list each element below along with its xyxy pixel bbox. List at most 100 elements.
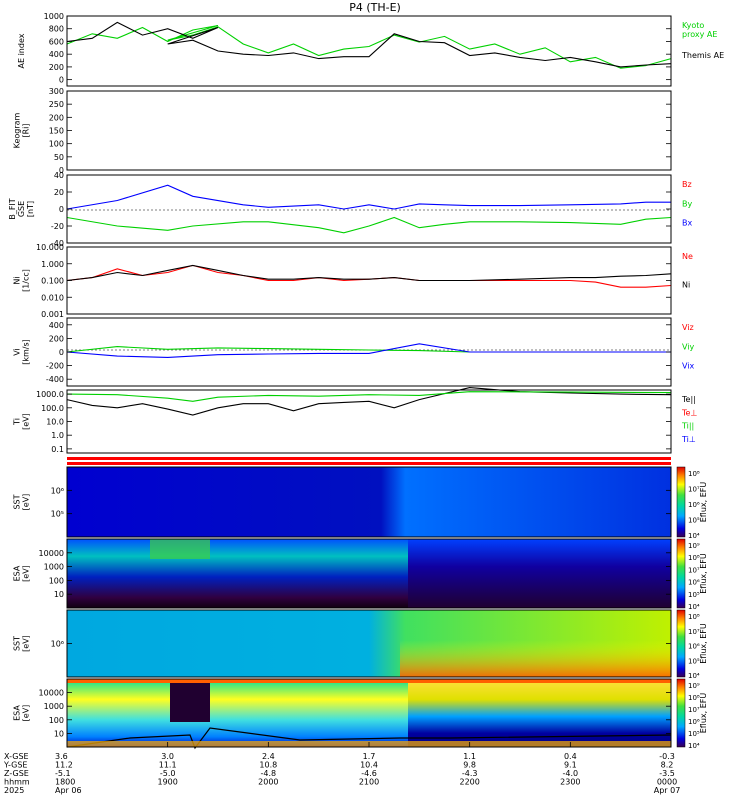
colorbar-tick-sst-e-0: 10⁸ xyxy=(688,470,700,478)
ytick-label-keo-3: 150 xyxy=(49,127,64,136)
ylabel-bfield-0: B_FIT xyxy=(8,198,17,219)
plot-title: P4 (TH-E) xyxy=(349,1,401,14)
colorbar-label-sst-e: Eflux, EFU xyxy=(699,482,708,523)
ylabel-sst-e-0: SST xyxy=(13,494,22,509)
time-tick-label-4-0: 1.1 xyxy=(463,752,476,761)
ytick-label-temperature-0: 1000.0 xyxy=(36,390,64,399)
sst-e-spectrogram xyxy=(67,467,671,537)
ytick-label-esa-i-0: 10000 xyxy=(39,689,64,698)
ytick-label-esa-e-3: 10 xyxy=(54,590,64,599)
colorbar-tick-sst-i-4: 10⁴ xyxy=(688,672,700,680)
series-line-temperature-2 xyxy=(66,391,672,402)
ytick-label-velocity-0: 400 xyxy=(49,321,64,330)
ylabel-keo-1: [Ri] xyxy=(22,123,31,137)
panel-frame-sst-e xyxy=(66,466,672,538)
colorbar-tick-sst-e-3: 10⁵ xyxy=(688,517,700,525)
ytick-label-ae-1: 800 xyxy=(49,25,64,34)
ytick-label-esa-i-1: 1000 xyxy=(44,702,64,711)
time-tick-label-3-0: 1.7 xyxy=(363,752,376,761)
ytick-label-keo-0: 300 xyxy=(49,87,64,96)
time-axis-row-label-1: Y-GSE xyxy=(3,761,27,770)
esa-e-spectrogram-early xyxy=(67,539,408,608)
colorbar-sst-e xyxy=(676,466,686,538)
time-tick-label-0-4: Apr 06 xyxy=(55,786,82,795)
colorbar-label-esa-e: Eflux, EFU xyxy=(699,553,708,594)
time-tick-label-6-3: 0000 xyxy=(657,778,677,787)
time-tick-label-3-3: 2100 xyxy=(359,778,379,787)
time-tick-label-0-1: 11.2 xyxy=(55,761,73,770)
esa-e-burst xyxy=(150,539,210,559)
time-tick-label-5-2: -4.0 xyxy=(563,769,579,778)
series-line-temperature-0 xyxy=(66,387,672,416)
ytick-label-bfield-4: -40 xyxy=(51,239,64,248)
time-tick-label-2-2: -4.8 xyxy=(261,769,277,778)
colorbar-tick-esa-e-0: 10⁹ xyxy=(688,542,700,550)
ytick-label-density-1: 1.000 xyxy=(41,260,64,269)
time-tick-label-2-1: 10.8 xyxy=(259,761,277,770)
ytick-label-esa-e-0: 10000 xyxy=(39,549,64,558)
ylabel-esa-i-0: ESA xyxy=(13,705,22,721)
colorbar-tick-esa-e-2: 10⁷ xyxy=(688,566,700,574)
esa-i-dark-region xyxy=(170,682,210,722)
time-tick-label-4-3: 2200 xyxy=(459,778,479,787)
legend-label-bfield-0: Bz xyxy=(682,180,692,189)
time-tick-label-4-2: -4.3 xyxy=(462,769,478,778)
ytick-label-temperature-2: 10.0 xyxy=(46,418,64,427)
colorbar-tick-esa-e-1: 10⁸ xyxy=(688,554,700,562)
ytick-label-density-2: 0.100 xyxy=(41,277,64,286)
panel-temperature: Te|| Te⊥ Ti|| Ti⊥ 1000.0 100.0 10.0 1.0 0.1 Ti [eV… xyxy=(13,387,697,454)
ytick-label-velocity-1: 200 xyxy=(49,334,64,343)
legend-label-temperature-3: Ti⊥ xyxy=(681,435,696,444)
panel-frame-esa-e xyxy=(66,538,672,609)
ytick-label-ae-4: 200 xyxy=(49,63,64,72)
ytick-label-temperature-4: 0.1 xyxy=(51,445,64,454)
series-line-ae-1 xyxy=(66,21,672,68)
ylabel-keo-0: Keogram xyxy=(13,112,22,148)
ylabel-velocity-0: Vi xyxy=(13,348,22,356)
time-tick-label-0-2: -5.1 xyxy=(55,769,71,778)
colorbar-tick-sst-e-2: 10⁶ xyxy=(688,501,700,509)
series-line-bfield-1 xyxy=(66,216,672,234)
series-line-density-0 xyxy=(66,264,672,288)
legend-label-2-ae-0: proxy AE xyxy=(682,30,717,39)
series-line-density-1 xyxy=(66,264,672,282)
series-line-velocity-2 xyxy=(66,343,671,358)
panel-frame-keo xyxy=(66,90,672,171)
time-tick-label-2-3: 2000 xyxy=(258,778,278,787)
panel-frame-density xyxy=(66,246,672,315)
ytick-label-keo-1: 250 xyxy=(49,100,64,109)
ytick-label-ae-3: 400 xyxy=(49,50,64,59)
series-line-velocity-1 xyxy=(66,346,671,353)
ytick-label-bfield-2: 0 xyxy=(59,205,64,214)
panel-sst-e: 10⁶ 10⁵ SST [eV] 10⁸ 10⁷ 10⁶ 10⁵ 10⁴ Eflux, EFU xyxy=(13,466,708,540)
panel-frame-temperature xyxy=(66,389,672,454)
time-tick-label-3-2: -4.6 xyxy=(361,769,377,778)
colorbar-tick-esa-i-1: 10⁸ xyxy=(688,694,700,702)
ytick-label-density-0: 10.000 xyxy=(36,243,64,252)
ytick-label-bfield-1: 20 xyxy=(54,188,64,197)
time-tick-label-0-3: 1800 xyxy=(55,778,75,787)
time-tick-label-6-2: -3.5 xyxy=(659,769,675,778)
colorbar-tick-sst-e-1: 10⁷ xyxy=(688,486,700,494)
panel-frame-ae xyxy=(66,15,672,87)
time-tick-label-5-3: 2300 xyxy=(560,778,580,787)
sst-i-high-band xyxy=(400,640,671,677)
ytick-label-sst-i-0: 10⁶ xyxy=(51,640,64,649)
time-tick-label-5-1: 9.1 xyxy=(564,761,577,770)
legend-label-velocity-2: Vix xyxy=(682,362,695,371)
ytick-label-sst-e-1: 10⁵ xyxy=(51,510,64,519)
colorbar-tick-esa-e-4: 10⁵ xyxy=(688,591,700,599)
legend-label-temperature-1: Te⊥ xyxy=(681,408,697,417)
colorbar-tick-esa-e-5: 10⁴ xyxy=(688,603,700,611)
colorbar-tick-esa-i-2: 10⁷ xyxy=(688,706,700,714)
time-axis: X-GSEY-GSEZ-GSEhhmm20253.611.2-5.11800Ap… xyxy=(3,742,680,795)
ytick-label-velocity-4: -400 xyxy=(46,375,64,384)
ytick-label-keo-6: 0 xyxy=(59,166,64,175)
series-line-ae-0 xyxy=(66,24,672,69)
ylabel-temperature-1: [eV] xyxy=(22,413,31,430)
ytick-label-esa-e-1: 1000 xyxy=(44,563,64,572)
ytick-label-esa-i-3: 10 xyxy=(54,729,64,738)
